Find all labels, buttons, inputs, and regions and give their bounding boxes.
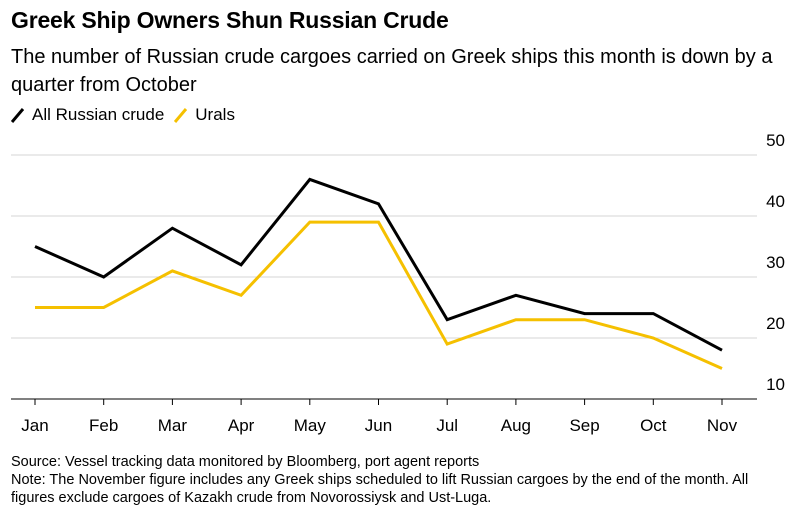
- x-tick-label-apr: Apr: [228, 416, 255, 435]
- series-line-urals: [35, 220, 723, 370]
- x-tick-label-jun: Jun: [365, 416, 392, 435]
- legend-label-urals: Urals: [195, 105, 235, 124]
- note-text: Note: The November figure includes any G…: [11, 472, 749, 506]
- chart-legend: All Russian crude Urals: [11, 103, 245, 127]
- x-tick-label-jul: Jul: [436, 416, 458, 435]
- x-tick-label-feb: Feb: [89, 416, 118, 435]
- y-tick-label-50: 50: [766, 131, 785, 150]
- x-tick-label-mar: Mar: [158, 416, 188, 435]
- chart-title: Greek Ship Owners Shun Russian Crude: [11, 7, 449, 33]
- x-tick-label-jan: Jan: [21, 416, 48, 435]
- y-tick-label-40: 40: [766, 192, 785, 211]
- source-text: Source: Vessel tracking data monitored b…: [11, 454, 480, 470]
- series-line-all-russian-crude: [34, 177, 723, 352]
- x-tick-label-sep: Sep: [569, 416, 599, 435]
- legend-label-all-russian-crude: All Russian crude: [32, 105, 165, 124]
- x-tick-label-nov: Nov: [707, 416, 738, 435]
- legend-item-all-russian-crude: All Russian crude: [11, 105, 164, 125]
- y-tick-label-30: 30: [766, 253, 785, 272]
- chart-footer: Source: Vessel tracking data monitored b…: [11, 453, 791, 507]
- chart-subtitle: The number of Russian crude cargoes carr…: [11, 46, 773, 96]
- x-tick-label-may: May: [294, 416, 327, 435]
- legend-swatch-urals: [174, 106, 188, 124]
- x-tick-label-oct: Oct: [640, 416, 667, 435]
- legend-item-urals: Urals: [174, 105, 235, 125]
- legend-swatch-all-russian-crude: [11, 106, 24, 124]
- x-tick-label-aug: Aug: [501, 416, 531, 435]
- y-tick-label-10: 10: [766, 375, 785, 394]
- y-tick-label-20: 20: [766, 314, 785, 333]
